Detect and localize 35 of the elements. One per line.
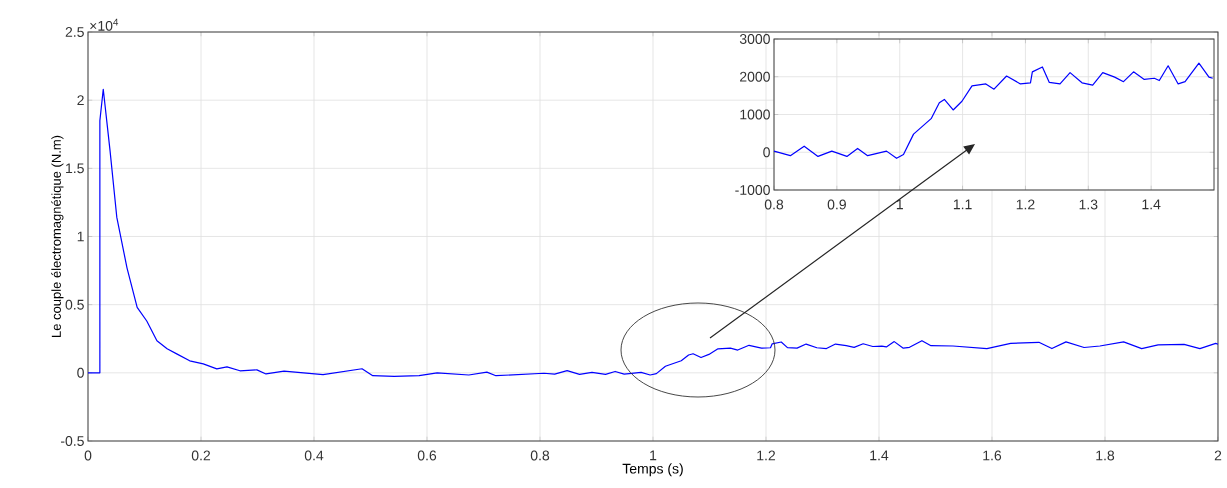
x-tick-label: 1.3: [1079, 199, 1098, 210]
y-tick-label: 0: [77, 367, 84, 378]
x-tick-label: 1.8: [1096, 450, 1115, 461]
x-tick-label: 1.2: [757, 450, 776, 461]
x-tick-label: 1: [896, 199, 903, 210]
x-tick-label: 0.9: [827, 199, 846, 210]
y-tick-label: 2.5: [65, 27, 84, 37]
x-tick-label: 1.6: [983, 450, 1002, 461]
x-tick-label: 0.4: [304, 450, 324, 461]
x-tick-label: 0: [84, 450, 92, 461]
y-tick-label: -0.5: [60, 436, 84, 446]
y-tick-label: 0.5: [65, 299, 84, 310]
y-tick-label: 1.5: [66, 163, 84, 174]
x-tick-label: 1: [650, 450, 657, 461]
x-tick-label: 1.4: [1142, 199, 1161, 210]
x-tick-label: 1.4: [870, 450, 889, 461]
text: ×10$^{4}$: [90, 18, 119, 31]
y-tick-label: 3000: [739, 34, 770, 44]
y-tick-label: 1000: [740, 109, 770, 120]
x-axis-title: Temps (s): [622, 463, 683, 477]
x-tick-label: 2: [1214, 450, 1222, 461]
x-tick-label: 0.2: [191, 450, 211, 461]
y-tick-label: -1000: [735, 185, 770, 195]
y-tick-label: 2000: [740, 71, 770, 82]
line-series: [87, 88, 1219, 377]
line-series: [773, 62, 1214, 159]
x-tick-label: 0.8: [530, 450, 550, 461]
y-axis-title: Le couple électromagnétique (N.m): [51, 135, 64, 337]
x-tick-label: 1.2: [1016, 199, 1035, 210]
x-tick-label: 0.8: [764, 199, 784, 210]
y-tick-label: 1: [77, 231, 84, 242]
y-tick-label: 0: [763, 147, 770, 158]
x-tick-label: 0.6: [417, 450, 437, 461]
x-tick-label: 1.1: [953, 199, 972, 210]
y-tick-label: 2: [77, 95, 84, 106]
